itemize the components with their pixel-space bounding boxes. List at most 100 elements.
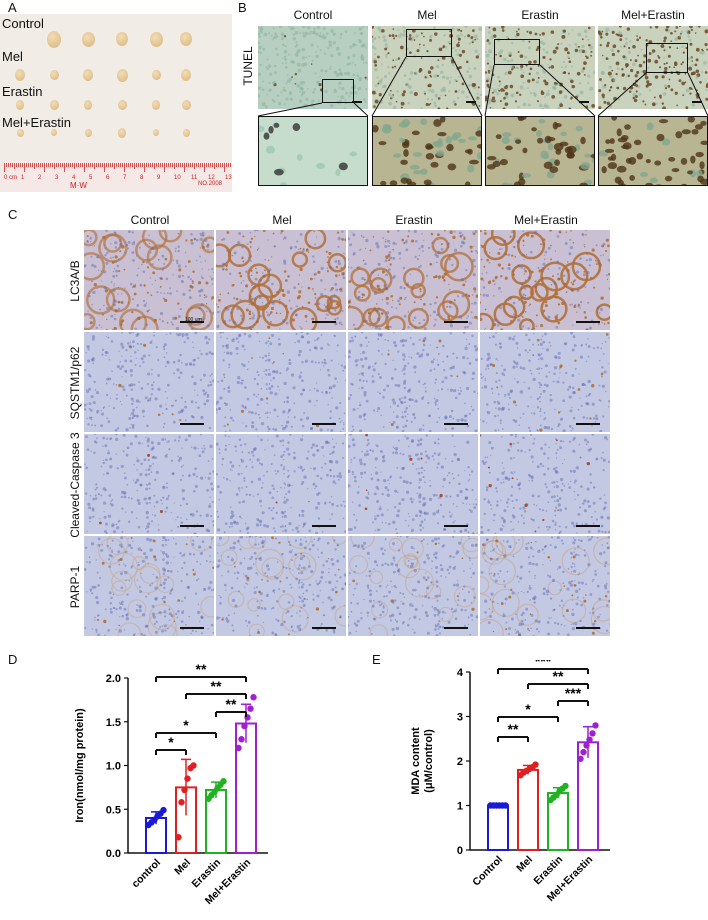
ihc-texture bbox=[216, 434, 346, 534]
ruler-tick bbox=[196, 163, 197, 167]
significance-bracket bbox=[498, 737, 528, 742]
bar bbox=[488, 806, 508, 851]
ruler-tick bbox=[198, 163, 199, 167]
ihc-row-parp1: PARP-1 bbox=[68, 552, 82, 622]
scale-bar bbox=[444, 525, 468, 527]
scale-bar bbox=[579, 101, 589, 103]
significance-label: * bbox=[183, 717, 189, 733]
ruler-tick bbox=[100, 163, 101, 167]
ruler-tick bbox=[188, 163, 189, 167]
ruler-tick bbox=[58, 163, 59, 167]
ruler-tick bbox=[92, 163, 93, 167]
significance-label: *** bbox=[565, 685, 582, 701]
tumor-specimen bbox=[15, 69, 25, 81]
ruler-tick bbox=[4, 163, 5, 172]
tumor-specimen bbox=[16, 100, 24, 110]
significance-bracket bbox=[216, 712, 246, 717]
data-point bbox=[562, 783, 568, 789]
ruler-brand: M·W bbox=[70, 181, 87, 190]
ruler-tick bbox=[172, 163, 173, 167]
ruler-tick bbox=[212, 163, 213, 167]
significance-bracket bbox=[156, 750, 186, 755]
ihc-texture bbox=[348, 230, 478, 330]
ruler-tick bbox=[134, 163, 135, 169]
ruler-tick bbox=[220, 163, 221, 167]
ihc-texture bbox=[480, 434, 610, 534]
scale-bar bbox=[576, 627, 600, 629]
ihc-image bbox=[348, 332, 478, 432]
scale-bar bbox=[352, 101, 362, 103]
ruler-tick bbox=[18, 163, 19, 167]
data-point bbox=[247, 705, 253, 711]
ruler-tick bbox=[140, 163, 141, 167]
tumor-specimen bbox=[51, 129, 57, 136]
ruler-tick bbox=[214, 163, 215, 169]
ruler-tick bbox=[6, 163, 7, 167]
tunel-zoom-image bbox=[372, 116, 482, 186]
ruler-tick bbox=[160, 163, 161, 167]
ruler-tick bbox=[62, 163, 63, 167]
data-point bbox=[583, 742, 589, 748]
ihc-texture bbox=[216, 230, 346, 330]
ruler-tick bbox=[218, 163, 219, 167]
x-tick-label: control bbox=[129, 857, 163, 891]
ruler-tick bbox=[84, 163, 85, 172]
ruler-tick bbox=[122, 163, 123, 167]
scale-bar bbox=[444, 321, 468, 323]
ihc-image bbox=[348, 536, 478, 636]
scale-bar bbox=[692, 101, 702, 103]
y-tick-label: 2 bbox=[457, 756, 463, 768]
ruler-tick bbox=[102, 163, 103, 167]
significance-label: ** bbox=[196, 661, 207, 677]
ruler-tick bbox=[152, 163, 153, 167]
ruler-tick bbox=[78, 163, 79, 167]
tunel-zoom-image bbox=[485, 116, 595, 186]
ihc-col-erastin: Erastin bbox=[348, 213, 480, 227]
ihc-texture bbox=[84, 230, 214, 330]
tumor-specimen bbox=[150, 32, 163, 48]
ruler-tick bbox=[88, 163, 89, 167]
ruler-tick bbox=[228, 163, 229, 167]
significance-label: ** bbox=[553, 668, 564, 684]
ruler-tick bbox=[56, 163, 57, 167]
ruler-tick bbox=[22, 163, 23, 167]
scale-bar bbox=[312, 423, 336, 425]
ruler-tick bbox=[180, 163, 181, 167]
data-point bbox=[577, 756, 583, 762]
ihc-texture bbox=[348, 536, 478, 636]
scale-bar bbox=[466, 101, 476, 103]
significance-bracket bbox=[156, 677, 246, 682]
ruler-tick bbox=[68, 163, 69, 167]
ruler-tick bbox=[200, 163, 201, 167]
tumor-specimen bbox=[82, 32, 95, 48]
y-tick-label: 2.0 bbox=[106, 673, 121, 685]
scale-bar bbox=[444, 627, 468, 629]
significance-label: * bbox=[168, 734, 174, 750]
ihc-col-control: Control bbox=[84, 213, 216, 227]
panel-label-b: B bbox=[238, 0, 247, 15]
ruler-tick bbox=[38, 163, 39, 167]
tumor-specimen bbox=[118, 100, 127, 111]
ihc-texture bbox=[348, 434, 478, 534]
tunel-col-mel: Mel bbox=[372, 8, 482, 22]
tumor-specimen bbox=[182, 100, 191, 111]
ruler-tick bbox=[36, 163, 37, 167]
panel-label-c: C bbox=[8, 207, 17, 222]
data-point bbox=[250, 694, 256, 700]
ruler-tick bbox=[150, 163, 151, 167]
data-point bbox=[589, 730, 595, 736]
data-point bbox=[175, 834, 181, 840]
data-point bbox=[502, 802, 508, 808]
y-tick-label: 3 bbox=[457, 712, 463, 724]
scale-bar bbox=[180, 423, 204, 425]
ruler-tick bbox=[202, 163, 203, 167]
ruler-tick bbox=[14, 163, 15, 169]
ruler-tick bbox=[110, 163, 111, 167]
ruler-tick bbox=[64, 163, 65, 172]
ihc-image bbox=[84, 536, 214, 636]
ihc-image bbox=[348, 230, 478, 330]
tumor-specimen bbox=[118, 128, 126, 138]
ruler-tick bbox=[192, 163, 193, 167]
